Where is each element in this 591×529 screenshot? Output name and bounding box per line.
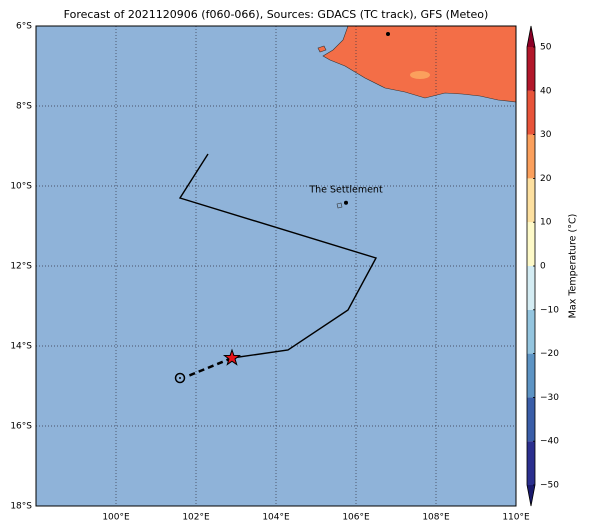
x-tick-label: 100°E (102, 513, 130, 523)
colorbar-bin (527, 90, 535, 135)
colorbar-label: Max Temperature (°C) (568, 214, 579, 319)
colorbar-bin (527, 353, 535, 398)
y-tick-label: 10°S (10, 182, 32, 192)
colorbar-over (527, 26, 535, 47)
colorbar-under (527, 485, 535, 506)
y-tick-label: 16°S (10, 422, 32, 432)
colorbar-tick-label: 10 (540, 218, 552, 228)
colorbar-bin (527, 178, 535, 223)
colorbar-bin (527, 222, 535, 266)
colorbar-tick-label: 20 (540, 174, 552, 184)
x-tick-label: 106°E (342, 513, 370, 523)
colorbar-bin (527, 397, 535, 442)
current-position (222, 348, 242, 366)
island (317, 45, 327, 53)
forecast-end (174, 372, 186, 384)
forecast-line (187, 356, 233, 378)
colorbar-bin (527, 441, 535, 485)
x-tick-label: 102°E (182, 513, 210, 523)
x-tick-label: 110°E (502, 513, 530, 523)
y-tick-label: 6°S (16, 22, 32, 32)
colorbar-bin (527, 134, 535, 179)
city-dot (386, 32, 390, 36)
colorbar-tick-label: −30 (540, 393, 559, 403)
colorbar-tick-label: 50 (540, 43, 552, 53)
x-tick-label: 104°E (262, 513, 290, 523)
place-dot (344, 200, 348, 205)
colorbar-tick-label: 0 (540, 262, 546, 272)
map-frame (35, 25, 517, 507)
y-tick-label: 12°S (10, 262, 32, 272)
colorbar-bin (527, 266, 535, 310)
y-tick-label: 18°S (10, 502, 32, 512)
colorbar-tick-label: −20 (540, 349, 559, 359)
land (322, 25, 517, 103)
colorbar-bin (527, 309, 535, 354)
colorbar-tick-label: −10 (540, 305, 559, 315)
colorbar-tick-label: −50 (540, 481, 559, 491)
y-tick-label: 8°S (16, 102, 32, 112)
place-label: The Settlement (308, 184, 383, 195)
colorbar-tick-label: 40 (540, 86, 552, 96)
map-title: Forecast of 2021120906 (f060-066), Sourc… (64, 8, 489, 21)
colorbar-tick-label: −40 (540, 437, 559, 447)
track-line (178, 153, 378, 359)
island (336, 202, 343, 209)
colorbar-bin (527, 47, 535, 91)
forecast-end-dot (179, 377, 181, 379)
hot-patch (410, 71, 430, 79)
colorbar-tick-label: 30 (540, 130, 552, 140)
x-tick-label: 108°E (422, 513, 450, 523)
y-tick-label: 14°S (10, 342, 32, 352)
